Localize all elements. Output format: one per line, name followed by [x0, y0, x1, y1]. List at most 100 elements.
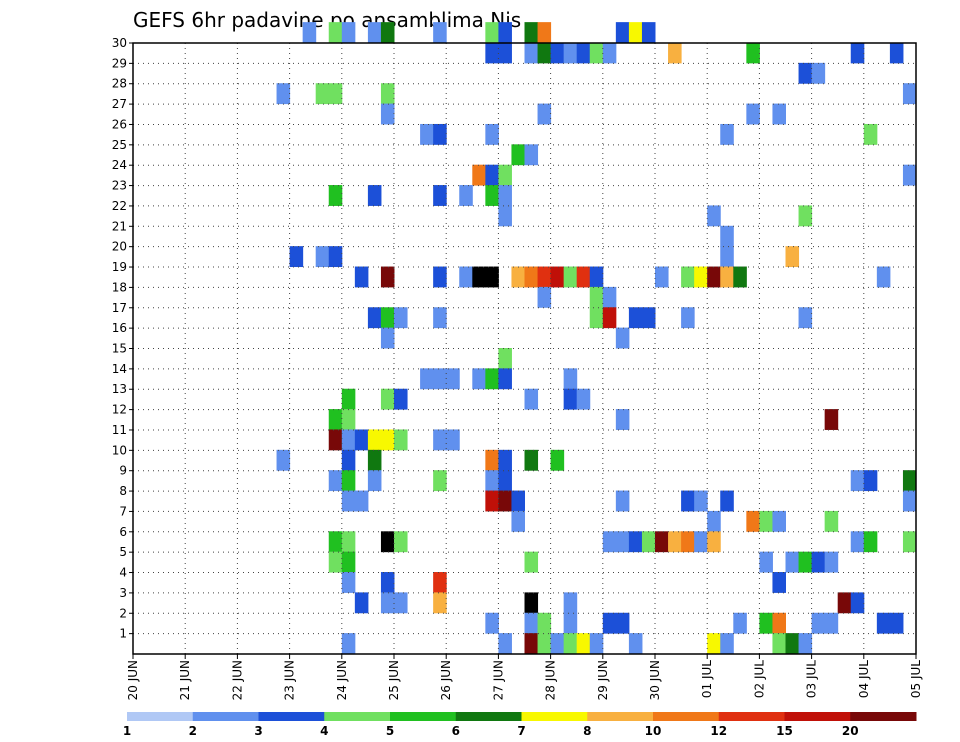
heatmap-cell [328, 429, 343, 451]
heatmap-cell [472, 368, 486, 390]
heatmap-cell [498, 368, 512, 390]
heatmap-cell [498, 633, 512, 654]
heatmap-cell [498, 449, 512, 471]
heatmap-cell [811, 62, 826, 84]
heatmap-cell [537, 266, 552, 288]
x-tick-label: 01 JUL [700, 660, 714, 698]
heatmap-cell [341, 490, 356, 512]
heatmap-cell [759, 551, 773, 573]
heatmap-cell [433, 429, 447, 451]
x-tick-label: 28 JUN [544, 660, 558, 700]
heatmap-cell [668, 42, 682, 64]
heatmap-cell [380, 429, 395, 451]
heatmap-cell [707, 266, 721, 288]
heatmap-cell [328, 470, 343, 492]
heatmap-cell [485, 42, 499, 64]
heatmap-cell [563, 42, 578, 64]
heatmap-cell [772, 633, 786, 654]
y-tick-label: 1 [119, 627, 127, 641]
heatmap-cell [354, 490, 369, 512]
y-tick-label: 8 [119, 484, 127, 498]
heatmap-cell [537, 612, 552, 634]
heatmap-cell [668, 531, 682, 553]
heatmap-cell [341, 449, 356, 471]
heatmap-cell [746, 510, 760, 532]
color-legend: 1 2 3 4 5 6 7 8 10 12 15 20 [123, 712, 917, 738]
heatmap-cell [720, 246, 734, 268]
heatmap-cell [641, 531, 656, 553]
heatmap-cell [694, 266, 708, 288]
heatmap-cell [341, 633, 356, 654]
legend-swatch [521, 712, 588, 721]
heatmap-cell [850, 42, 865, 64]
heatmap-cell [824, 551, 839, 573]
y-tick-label: 10 [112, 443, 127, 457]
legend-label: 6 [452, 724, 460, 738]
heatmap-cell [328, 409, 343, 430]
heatmap-cell [550, 633, 565, 654]
heatmap-cell [824, 510, 839, 532]
heatmap-cell [485, 449, 499, 471]
heatmap-cell [524, 42, 539, 64]
legend-swatch [455, 712, 522, 721]
heatmap-cell [459, 185, 473, 206]
heatmap-cell [380, 388, 395, 410]
x-tick-label: 04 JUL [857, 660, 871, 698]
y-tick-label: 6 [119, 525, 127, 539]
legend-swatch [127, 712, 194, 721]
heatmap-cell [537, 633, 552, 654]
heatmap-cell [824, 612, 839, 634]
heatmap-cell [472, 164, 486, 186]
y-tick-label: 22 [112, 199, 127, 213]
y-tick-label: 2 [119, 606, 127, 620]
x-tick-label: 03 JUL [805, 660, 819, 698]
y-tick-label: 28 [112, 77, 127, 91]
heatmap-cell [524, 449, 539, 471]
heatmap-cell [498, 42, 512, 64]
heatmap-cell [446, 368, 460, 390]
heatmap-cell [341, 572, 356, 593]
y-tick-label: 23 [112, 179, 127, 193]
heatmap-cell [394, 429, 408, 451]
heatmap-cell [341, 388, 356, 410]
heatmap-cell [707, 531, 721, 553]
legend-swatch [258, 712, 325, 721]
heatmap-cell [380, 83, 395, 105]
heatmap-cell [759, 510, 773, 532]
heatmap-cell [589, 633, 604, 654]
legend-swatch [784, 712, 851, 721]
legend-label: 8 [583, 724, 591, 738]
heatmap-cell [589, 307, 604, 329]
heatmap-cell [785, 551, 800, 573]
heatmap-cell [498, 22, 512, 43]
legend-label: 12 [710, 724, 727, 738]
heatmap-cell [785, 246, 800, 268]
heatmap-cell [720, 633, 734, 654]
heatmap-cell [498, 205, 512, 227]
heatmap-cell [563, 592, 578, 614]
heatmap-cell [720, 225, 734, 247]
heatmap-cell [394, 592, 408, 614]
heatmap-cell [772, 572, 786, 593]
heatmap-cell [498, 164, 512, 186]
y-tick-label: 24 [112, 158, 127, 172]
heatmap-cell [628, 633, 643, 654]
heatmap-cell [733, 266, 747, 288]
heatmap-cell [524, 144, 539, 166]
heatmap-cell [576, 42, 591, 64]
heatmap-cell [694, 531, 708, 553]
x-tick-label: 25 JUN [387, 660, 401, 700]
heatmap-cell [576, 266, 591, 288]
heatmap-cell [902, 531, 917, 553]
heatmap-cell [524, 22, 539, 43]
heatmap-cell [511, 490, 525, 512]
heatmap-cell [315, 246, 330, 268]
heatmap-cell [524, 612, 539, 634]
legend-label: 10 [645, 724, 662, 738]
x-tick-label: 26 JUN [439, 660, 453, 700]
heatmap-cell [589, 42, 604, 64]
legend-swatch [850, 712, 917, 721]
heatmap-cell [354, 592, 369, 614]
heatmap-cell [720, 123, 734, 145]
heatmap-cell [902, 490, 917, 512]
